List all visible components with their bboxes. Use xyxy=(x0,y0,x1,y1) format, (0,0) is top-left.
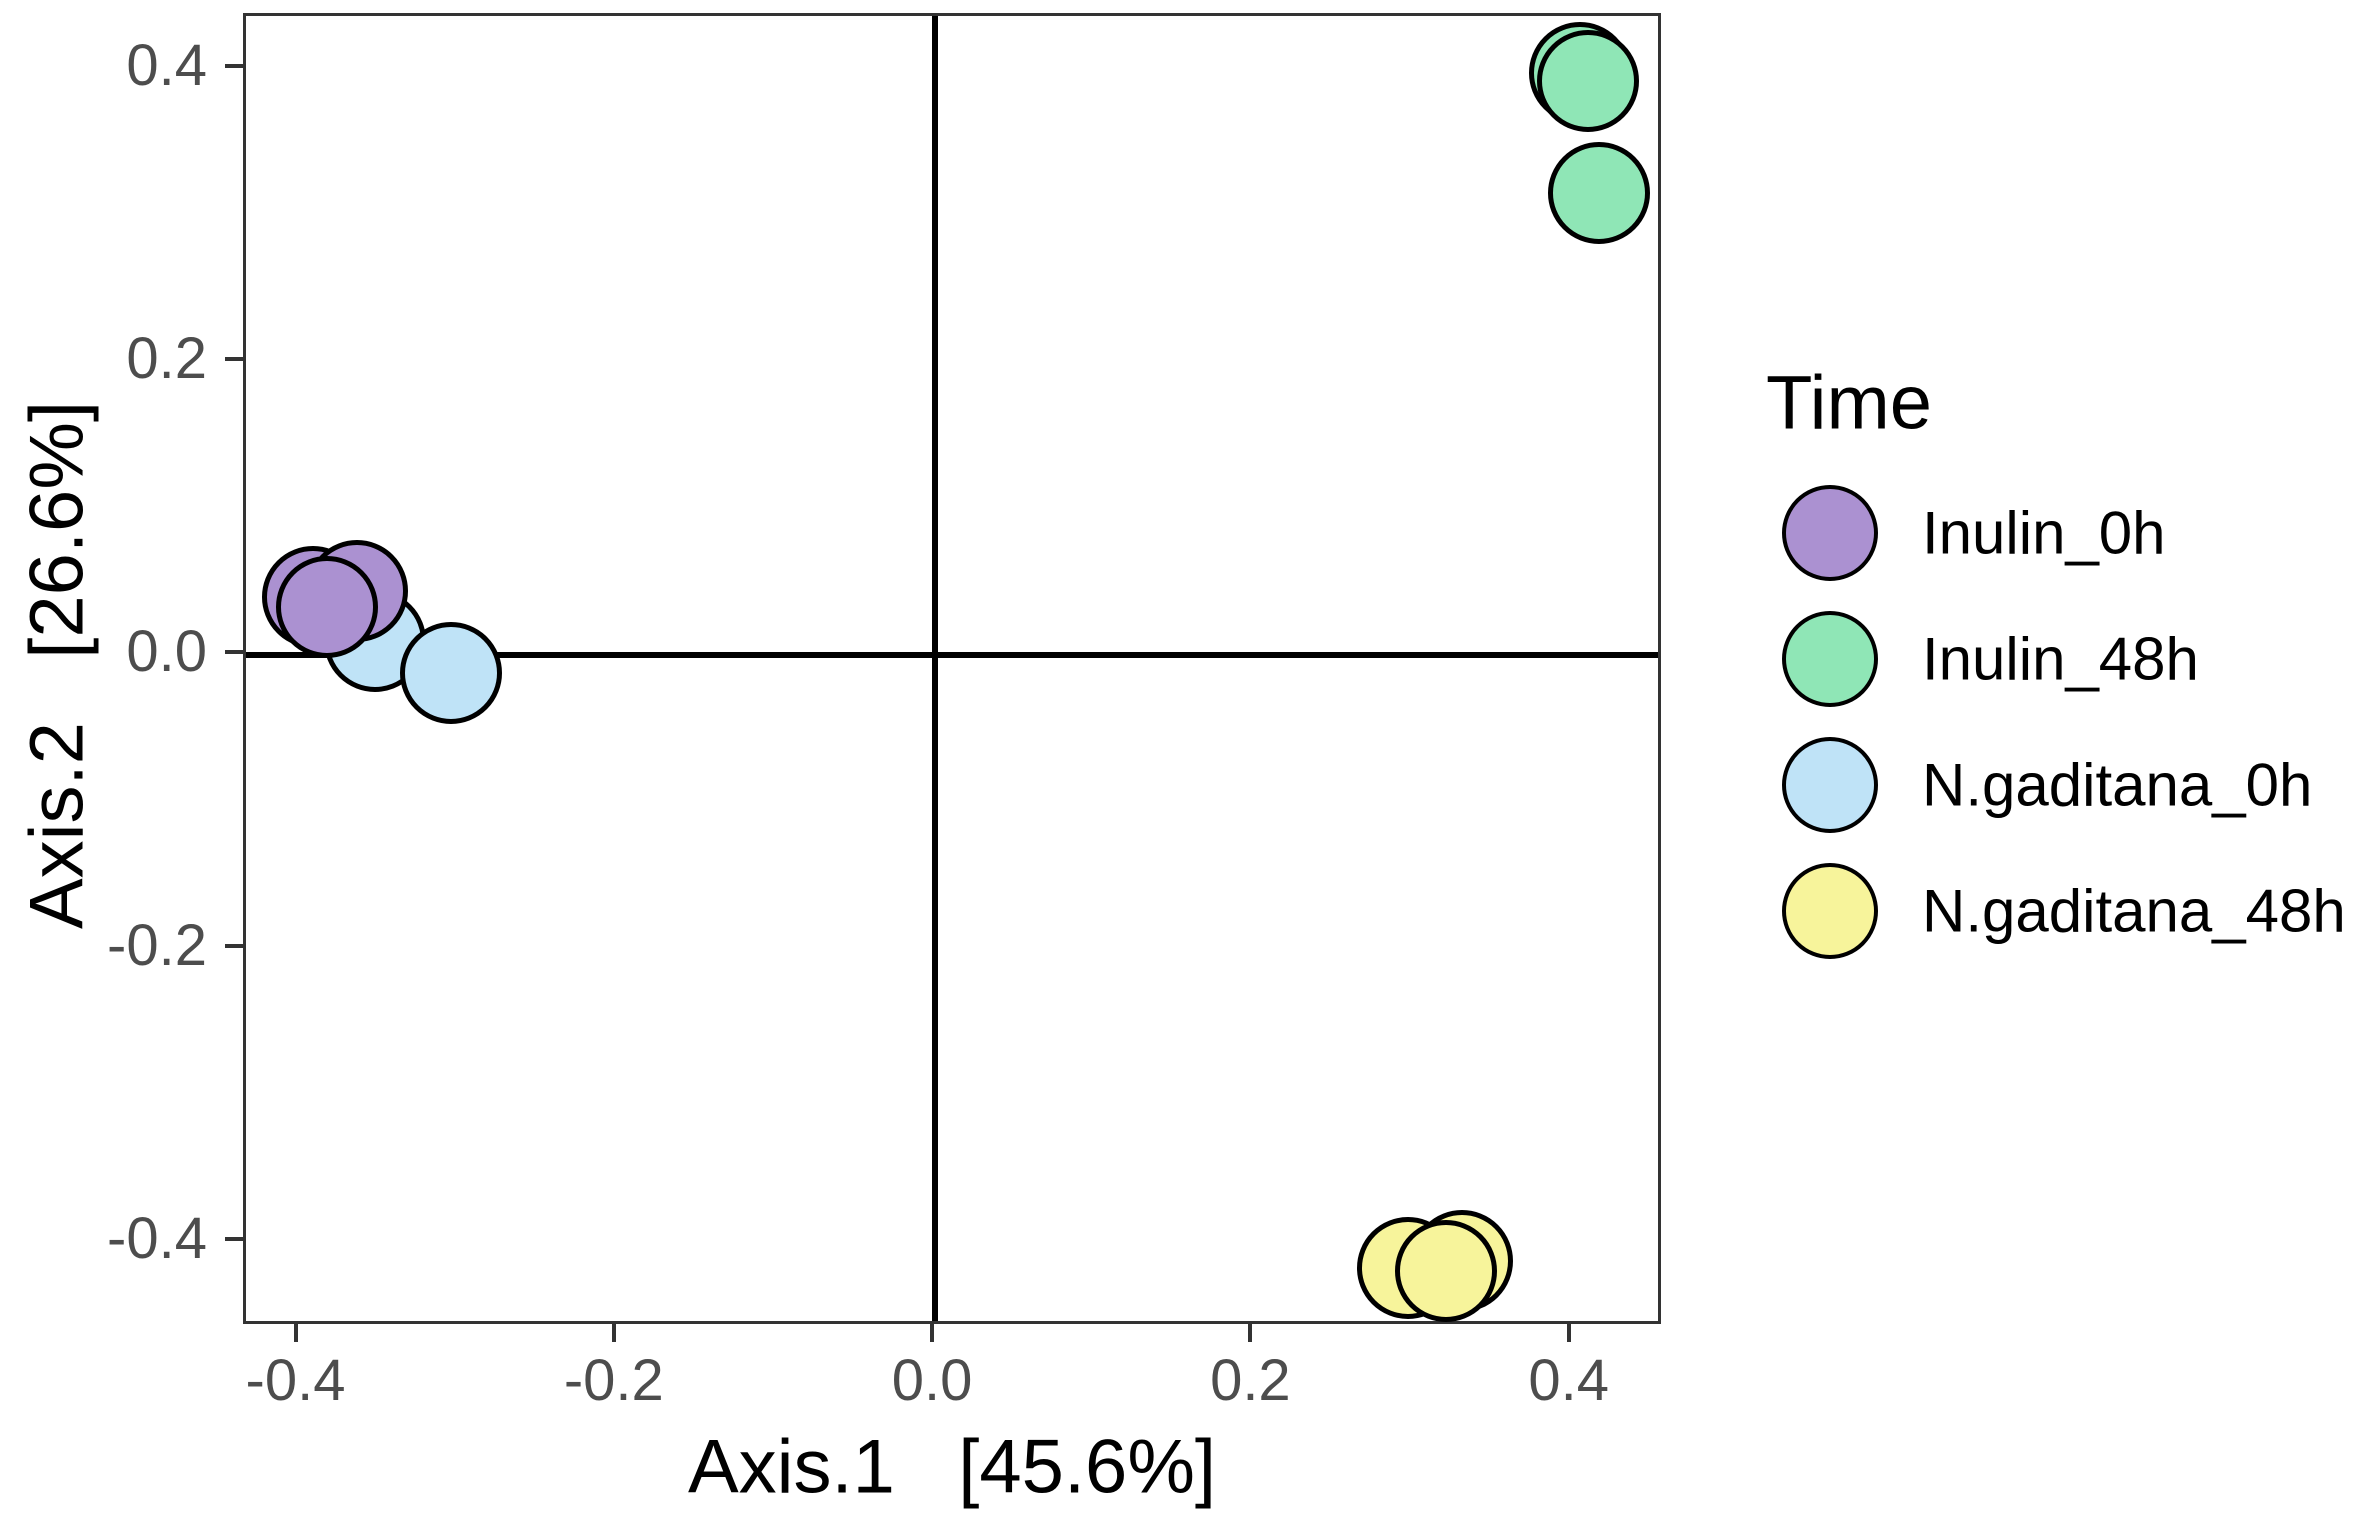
legend-key-inulin-48h-icon xyxy=(1782,611,1878,707)
y-tick-mark xyxy=(225,357,243,362)
x-tick-label: 0.2 xyxy=(1210,1348,1291,1413)
y-tick-mark xyxy=(225,63,243,68)
y-tick-label: 0.0 xyxy=(126,619,207,685)
x-tick-mark xyxy=(1566,1324,1571,1342)
y-tick-mark xyxy=(225,650,243,655)
legend-label: Inulin_48h xyxy=(1922,625,2199,693)
y-tick-mark xyxy=(225,1236,243,1241)
data-point-inulin-0h xyxy=(276,555,379,658)
data-point-inulin-48h xyxy=(1536,29,1639,132)
y-tick-label: 0.4 xyxy=(126,32,207,98)
data-point-n-gaditana-0h xyxy=(400,621,503,724)
y-tick-label: -0.4 xyxy=(107,1205,207,1271)
x-tick-mark xyxy=(293,1324,298,1342)
x-tick-label: 0.4 xyxy=(1528,1348,1609,1413)
x-tick-label: 0.0 xyxy=(891,1348,973,1413)
y-tick-mark xyxy=(225,943,243,948)
x-tick-mark xyxy=(1248,1324,1253,1342)
x-tick-label: -0.4 xyxy=(245,1348,346,1413)
legend-key-n-gaditana-48h-icon xyxy=(1782,863,1878,959)
legend-label: Inulin_0h xyxy=(1922,499,2166,567)
y-tick-label: 0.2 xyxy=(126,326,207,392)
x-tick-label: -0.2 xyxy=(563,1348,664,1413)
legend-label: N.gaditana_0h xyxy=(1922,751,2313,819)
legend-title: Time xyxy=(1766,360,1933,446)
legend-key-inulin-0h-icon xyxy=(1782,485,1878,581)
zero-horizontal-line xyxy=(246,652,1658,659)
zero-vertical-line xyxy=(932,16,939,1321)
data-point-n-gaditana-48h xyxy=(1394,1220,1497,1323)
y-tick-label: -0.2 xyxy=(107,912,207,978)
x-tick-mark xyxy=(611,1324,616,1342)
plot-panel xyxy=(243,13,1661,1324)
legend-key-n-gaditana-0h-icon xyxy=(1782,737,1878,833)
data-point-inulin-48h xyxy=(1547,142,1650,245)
x-axis-title: Axis.1 [45.6%] xyxy=(687,1424,1217,1510)
x-tick-mark xyxy=(930,1324,935,1342)
y-axis-title: Axis.2 [26.6%] xyxy=(14,400,100,930)
legend-label: N.gaditana_48h xyxy=(1922,877,2346,945)
